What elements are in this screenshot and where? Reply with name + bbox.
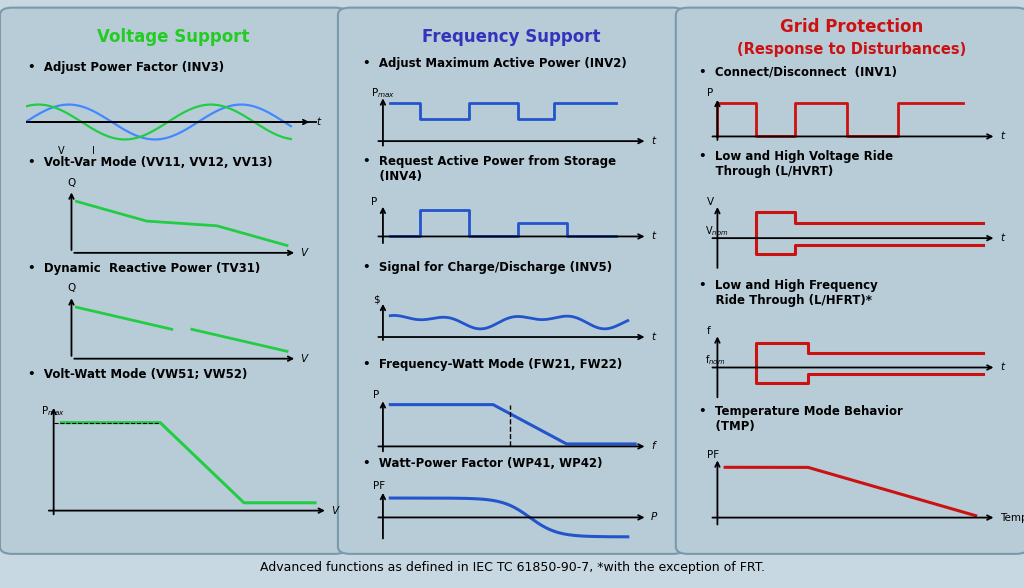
Text: •  Temperature Mode Behavior
    (TMP): • Temperature Mode Behavior (TMP)	[698, 405, 902, 433]
Text: f: f	[651, 442, 654, 452]
Text: •  Request Active Power from Storage
    (INV4): • Request Active Power from Storage (INV…	[362, 155, 615, 183]
Text: •  Dynamic  Reactive Power (TV31): • Dynamic Reactive Power (TV31)	[28, 262, 260, 275]
Text: Frequency Support: Frequency Support	[422, 28, 601, 46]
Text: •  Signal for Charge/Discharge (INV5): • Signal for Charge/Discharge (INV5)	[362, 260, 611, 273]
Text: P: P	[708, 88, 714, 98]
Text: (Response to Disturbances): (Response to Disturbances)	[737, 42, 967, 57]
Text: •  Volt-Watt Mode (VW51; VW52): • Volt-Watt Mode (VW51; VW52)	[28, 368, 247, 381]
Text: PF: PF	[708, 450, 719, 460]
Text: PF: PF	[373, 481, 385, 491]
Text: •  Adjust Maximum Active Power (INV2): • Adjust Maximum Active Power (INV2)	[362, 57, 627, 70]
Text: V: V	[332, 506, 339, 516]
Text: Grid Protection: Grid Protection	[780, 18, 924, 36]
Text: •  Frequency-Watt Mode (FW21, FW22): • Frequency-Watt Mode (FW21, FW22)	[362, 358, 622, 370]
Text: •  Adjust Power Factor (INV3): • Adjust Power Factor (INV3)	[28, 61, 224, 74]
Text: P: P	[373, 390, 379, 400]
Text: Voltage Support: Voltage Support	[97, 28, 250, 46]
Text: t: t	[316, 117, 321, 127]
Text: •  Low and High Voltage Ride
    Through (L/HVRT): • Low and High Voltage Ride Through (L/H…	[698, 150, 893, 178]
Text: f$_{nom}$: f$_{nom}$	[705, 353, 725, 367]
Text: Temp: Temp	[1000, 513, 1024, 523]
Text: t: t	[651, 232, 655, 242]
Text: •  Volt-Var Mode (VV11, VV12, VV13): • Volt-Var Mode (VV11, VV12, VV13)	[28, 156, 272, 169]
Text: t: t	[1000, 132, 1005, 142]
Text: •  Watt-Power Factor (WP41, WP42): • Watt-Power Factor (WP41, WP42)	[362, 457, 602, 470]
Text: t: t	[1000, 233, 1005, 243]
Text: t: t	[651, 332, 655, 342]
Text: t: t	[651, 136, 655, 146]
Text: t: t	[1000, 362, 1005, 373]
Text: Q: Q	[68, 283, 76, 293]
Text: •  Connect/Disconnect  (INV1): • Connect/Disconnect (INV1)	[698, 65, 897, 78]
Text: P: P	[651, 512, 657, 523]
Text: Advanced functions as defined in IEC TC 61850-90-7, *with the exception of FRT.: Advanced functions as defined in IEC TC …	[259, 561, 765, 574]
Text: V$_{nom}$: V$_{nom}$	[705, 224, 728, 238]
Text: •  Low and High Frequency
    Ride Through (L/HFRT)*: • Low and High Frequency Ride Through (L…	[698, 279, 878, 307]
Text: $: $	[373, 295, 380, 305]
Text: V: V	[57, 146, 65, 156]
Text: V: V	[708, 197, 714, 207]
Text: Q: Q	[68, 178, 76, 188]
Text: V: V	[300, 248, 307, 258]
Text: f: f	[708, 326, 711, 336]
Text: P: P	[371, 197, 377, 207]
Text: P$_{max}$: P$_{max}$	[371, 86, 395, 100]
Text: P$_{max}$: P$_{max}$	[41, 405, 66, 418]
Text: I: I	[92, 146, 95, 156]
Text: V: V	[300, 353, 307, 364]
